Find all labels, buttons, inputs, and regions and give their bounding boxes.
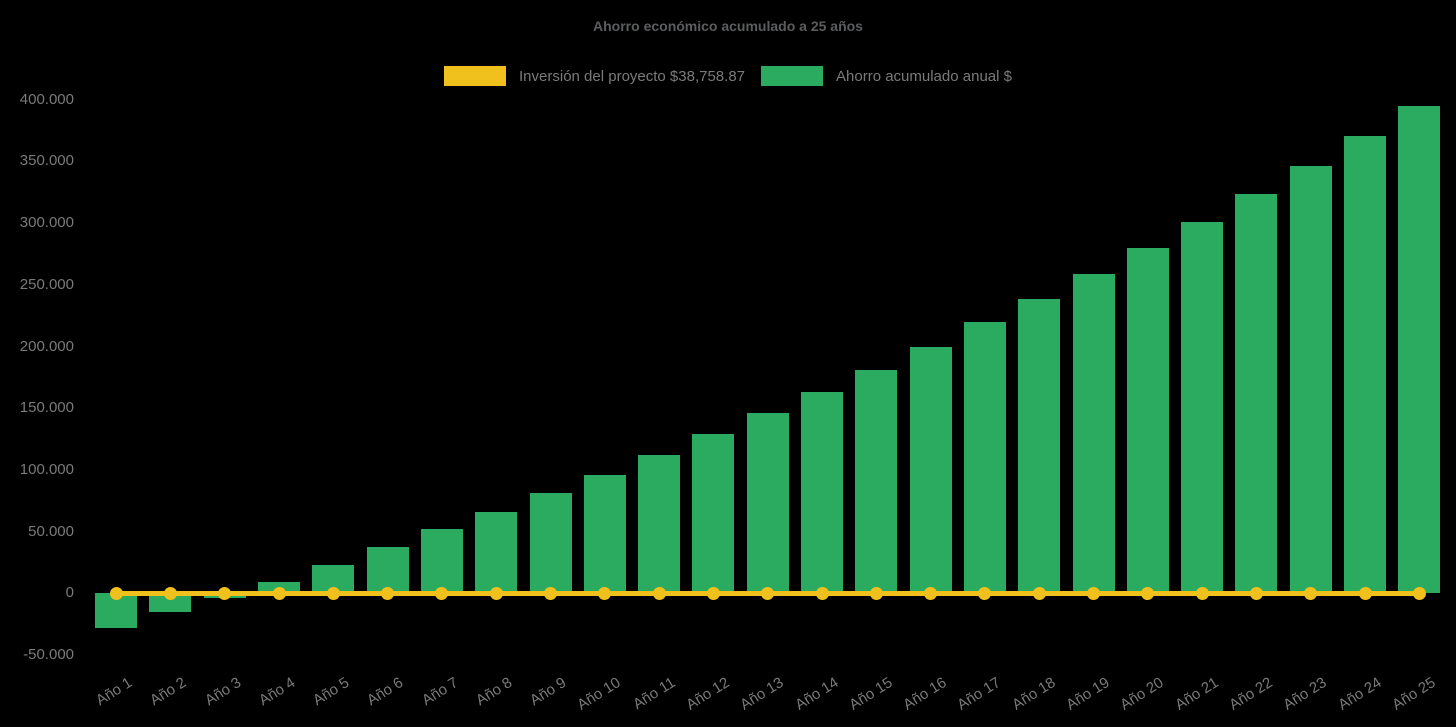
legend-item-investment: Inversión del proyecto $38,758.87: [444, 66, 745, 86]
investment-legend-label: Inversión del proyecto $38,758.87: [519, 67, 746, 85]
x-label-ano-1: Año 1: [92, 674, 136, 710]
x-label-ano-14: Año 14: [791, 674, 842, 714]
bar-ano-24[interactable]: [1344, 136, 1387, 594]
investment-marker-ano-14[interactable]: [815, 586, 829, 600]
investment-marker-ano-8[interactable]: [489, 586, 503, 600]
investment-marker-ano-15[interactable]: [869, 586, 883, 600]
bar-ano-9[interactable]: [529, 493, 572, 594]
x-label-ano-24: Año 24: [1334, 674, 1385, 714]
bar-ano-23[interactable]: [1289, 165, 1332, 594]
x-label-ano-21: Año 21: [1171, 674, 1222, 714]
x-label-ano-15: Año 15: [846, 674, 896, 714]
x-label-ano-23: Año 23: [1280, 674, 1330, 714]
investment-marker-ano-23[interactable]: [1304, 586, 1318, 600]
bar-ano-13[interactable]: [746, 413, 789, 594]
x-label-ano-3: Año 3: [201, 674, 244, 710]
x-label-ano-12: Año 12: [683, 674, 733, 714]
x-label-ano-19: Año 19: [1063, 674, 1113, 714]
y-tick-label-50.000: 50.000: [28, 522, 74, 540]
y-tick-label--50.000: -50.000: [23, 646, 74, 663]
investment-marker-ano-17[interactable]: [978, 586, 992, 600]
bar-ano-19[interactable]: [1072, 273, 1115, 594]
x-label-ano-6: Año 6: [364, 674, 407, 710]
savings-legend-swatch: [761, 66, 824, 86]
x-label-ano-9: Año 9: [527, 674, 570, 710]
investment-marker-ano-20[interactable]: [1141, 586, 1155, 600]
investment-marker-ano-7[interactable]: [435, 586, 449, 600]
bar-ano-2[interactable]: [149, 593, 192, 612]
investment-marker-ano-4[interactable]: [272, 586, 286, 600]
bar-ano-21[interactable]: [1181, 221, 1224, 594]
investment-marker-ano-5[interactable]: [326, 586, 340, 600]
investment-marker-ano-2[interactable]: [163, 586, 177, 600]
chart-title: Ahorro económico acumulado a 25 años: [593, 18, 863, 34]
x-label-ano-13: Año 13: [737, 674, 787, 714]
x-label-ano-4: Año 4: [255, 674, 299, 710]
investment-marker-ano-21[interactable]: [1195, 586, 1209, 600]
y-tick-label-400.000: 400.000: [19, 90, 74, 108]
x-label-ano-10: Año 10: [574, 674, 624, 714]
y-tick-label-300.000: 300.000: [19, 214, 74, 232]
legend-item-savings: Ahorro acumulado anual $: [761, 66, 1012, 86]
x-label-ano-5: Año 5: [310, 674, 353, 710]
x-label-ano-20: Año 20: [1117, 674, 1167, 714]
investment-marker-ano-1[interactable]: [109, 586, 123, 600]
investment-marker-ano-12[interactable]: [706, 586, 720, 600]
x-label-ano-22: Año 22: [1226, 674, 1276, 714]
bar-ano-12[interactable]: [692, 434, 735, 594]
x-label-ano-11: Año 11: [629, 674, 679, 714]
investment-marker-ano-3[interactable]: [218, 586, 232, 600]
x-label-ano-17: Año 17: [954, 674, 1004, 714]
bar-ano-15[interactable]: [855, 369, 898, 594]
investment-marker-ano-10[interactable]: [598, 586, 612, 600]
bar-ano-14[interactable]: [801, 391, 844, 594]
investment-marker-ano-24[interactable]: [1358, 586, 1372, 600]
investment-marker-ano-25[interactable]: [1412, 586, 1426, 600]
y-tick-label-0: 0: [65, 584, 74, 602]
bar-ano-8[interactable]: [475, 511, 518, 594]
savings-legend-label: Ahorro acumulado anual $: [836, 67, 1012, 85]
investment-legend-swatch: [444, 66, 507, 86]
y-tick-label-200.000: 200.000: [19, 337, 74, 355]
bar-ano-7[interactable]: [420, 529, 463, 594]
investment-marker-ano-11[interactable]: [652, 586, 666, 600]
bar-ano-22[interactable]: [1235, 194, 1278, 594]
x-label-ano-2: Año 2: [147, 674, 190, 710]
y-tick-label-100.000: 100.000: [19, 460, 74, 478]
bar-ano-18[interactable]: [1018, 298, 1061, 594]
bar-ano-6[interactable]: [366, 547, 409, 594]
y-tick-label-250.000: 250.000: [19, 275, 74, 293]
x-label-ano-7: Año 7: [418, 674, 461, 710]
bar-ano-17[interactable]: [963, 322, 1006, 594]
investment-marker-ano-18[interactable]: [1032, 586, 1046, 600]
investment-marker-ano-6[interactable]: [381, 586, 395, 600]
investment-marker-ano-13[interactable]: [761, 586, 775, 600]
investment-marker-ano-19[interactable]: [1087, 586, 1101, 600]
x-label-ano-8: Año 8: [473, 674, 516, 710]
y-tick-label-350.000: 350.000: [19, 152, 74, 170]
y-tick-label-150.000: 150.000: [19, 399, 74, 417]
x-label-ano-16: Año 16: [900, 674, 950, 714]
investment-marker-ano-22[interactable]: [1249, 586, 1263, 600]
investment-marker-ano-9[interactable]: [544, 586, 558, 600]
x-label-ano-18: Año 18: [1008, 674, 1059, 714]
x-label-ano-25: Año 25: [1389, 674, 1439, 714]
investment-marker-ano-16[interactable]: [924, 586, 938, 600]
bar-ano-10[interactable]: [583, 474, 626, 594]
bar-ano-25[interactable]: [1398, 105, 1441, 594]
bar-ano-20[interactable]: [1126, 247, 1169, 594]
bar-ano-11[interactable]: [638, 455, 681, 594]
legend: Inversión del proyecto $38,758.87 Ahorro…: [0, 66, 1456, 86]
bar-ano-16[interactable]: [909, 346, 952, 594]
